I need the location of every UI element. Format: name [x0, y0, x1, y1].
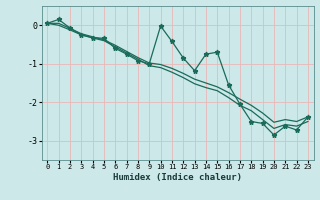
X-axis label: Humidex (Indice chaleur): Humidex (Indice chaleur)	[113, 173, 242, 182]
